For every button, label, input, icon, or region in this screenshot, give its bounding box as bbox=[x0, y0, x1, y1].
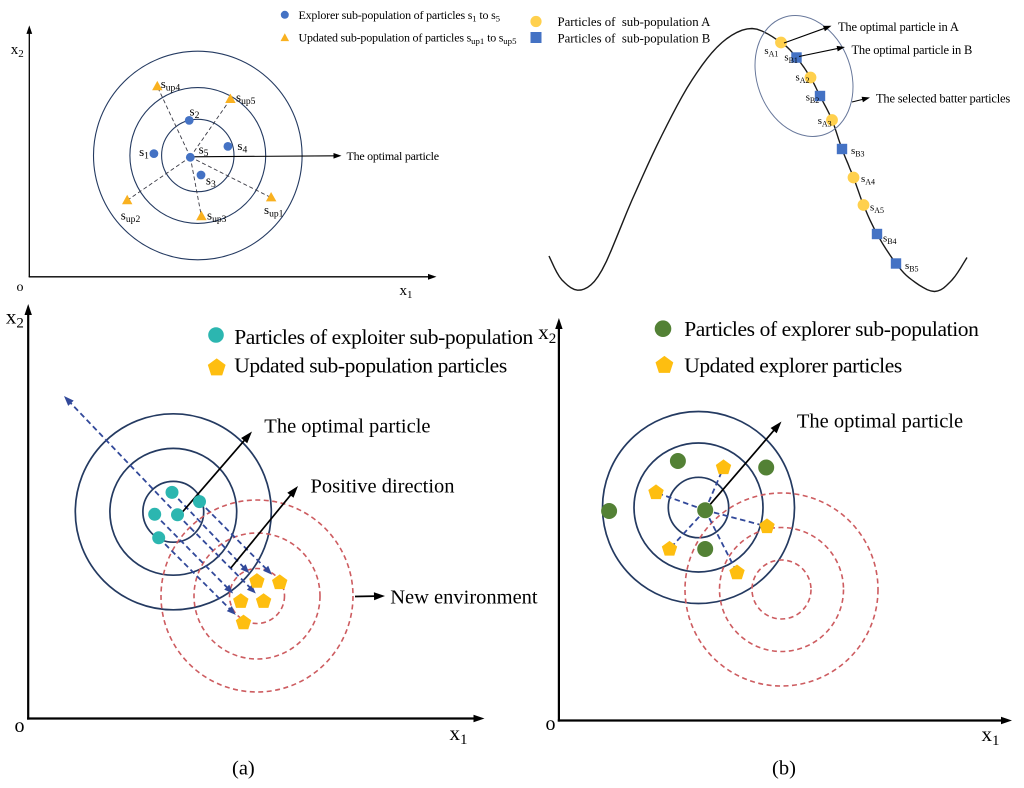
svg-text:The optimal particle in A: The optimal particle in A bbox=[838, 20, 959, 34]
svg-text:The optimal particle: The optimal particle bbox=[347, 149, 439, 163]
svg-text:Explorer sub-population of par: Explorer sub-population of particles s1 … bbox=[299, 8, 501, 24]
svg-text:Updated explorer particles: Updated explorer particles bbox=[684, 353, 902, 377]
svg-text:Updated sub-population of part: Updated sub-population of particles sup1… bbox=[299, 30, 518, 46]
svg-text:Particles of exploiter sub-pop: Particles of exploiter sub-population bbox=[234, 325, 533, 349]
svg-text:o: o bbox=[15, 715, 25, 737]
svg-text:The optimal particle: The optimal particle bbox=[797, 410, 963, 432]
svg-text:o: o bbox=[546, 713, 556, 735]
svg-text:Particles of sub-population B: Particles of sub-population B bbox=[558, 32, 711, 46]
svg-text:Particles of sub-population A: Particles of sub-population A bbox=[558, 15, 712, 29]
svg-text:o: o bbox=[17, 280, 24, 295]
svg-text:The optimal particle: The optimal particle bbox=[264, 416, 430, 438]
svg-text:New environment: New environment bbox=[390, 587, 538, 609]
svg-text:Positive direction: Positive direction bbox=[311, 476, 455, 498]
svg-text:Updated sub-population particl: Updated sub-population particles bbox=[234, 354, 507, 378]
svg-text:Particles of explorer sub-popu: Particles of explorer sub-population bbox=[684, 317, 979, 341]
svg-text:(a): (a) bbox=[232, 758, 255, 780]
svg-text:The optimal particle in B: The optimal particle in B bbox=[852, 43, 973, 57]
svg-text:The selected batter particles: The selected batter particles bbox=[876, 92, 1010, 106]
svg-text:(b): (b) bbox=[772, 758, 796, 780]
